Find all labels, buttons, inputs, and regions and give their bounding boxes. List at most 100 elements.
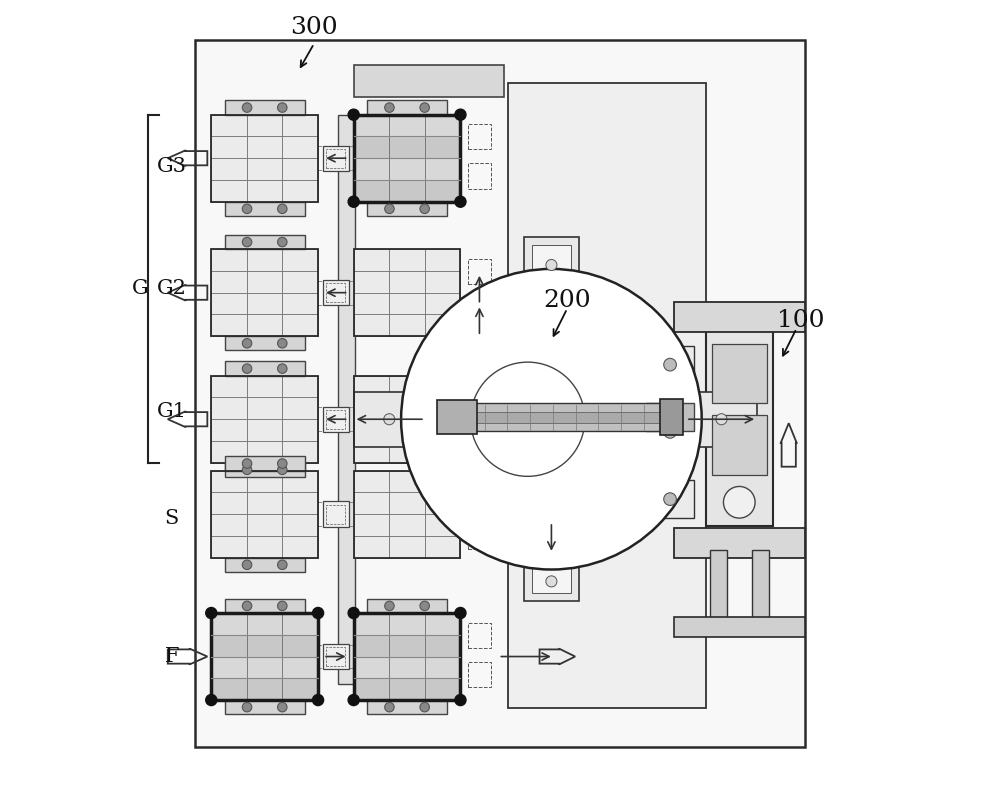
Circle shape (384, 414, 395, 425)
Bar (389, 678, 425, 700)
Bar (247, 137, 282, 158)
Circle shape (455, 607, 466, 619)
Circle shape (385, 601, 394, 611)
Bar (282, 137, 318, 158)
Bar (247, 471, 282, 492)
Bar (354, 634, 389, 657)
Circle shape (348, 109, 359, 120)
Bar (282, 315, 318, 336)
Bar (437, 400, 477, 434)
Circle shape (313, 607, 324, 619)
Bar (425, 514, 460, 536)
Bar (674, 302, 805, 332)
Bar (247, 180, 282, 202)
Bar (354, 293, 389, 315)
Bar (211, 115, 247, 137)
Bar (468, 424, 491, 449)
Bar (247, 315, 282, 336)
Bar (323, 146, 349, 171)
Bar (425, 293, 460, 315)
Circle shape (278, 459, 287, 468)
Bar (660, 399, 683, 435)
Bar (354, 249, 389, 271)
Bar (282, 398, 318, 419)
Circle shape (385, 204, 394, 214)
Bar (354, 180, 389, 202)
Text: 200: 200 (543, 289, 591, 312)
Bar (282, 492, 318, 514)
Bar (367, 100, 447, 115)
Bar (211, 419, 247, 441)
Circle shape (348, 694, 359, 706)
Bar (282, 514, 318, 536)
Bar (389, 137, 425, 158)
Bar (225, 202, 305, 216)
Bar (532, 562, 571, 593)
Circle shape (420, 702, 429, 712)
Bar (389, 634, 425, 657)
Bar (468, 484, 491, 510)
Bar (326, 410, 345, 429)
Bar (247, 376, 282, 398)
Circle shape (278, 204, 287, 214)
Bar (282, 158, 318, 180)
Circle shape (278, 103, 287, 112)
Bar (211, 376, 247, 398)
Circle shape (278, 237, 287, 247)
Bar (389, 419, 425, 441)
Bar (326, 283, 345, 302)
Circle shape (455, 196, 466, 207)
Bar (389, 158, 425, 180)
Bar (326, 505, 345, 524)
Bar (211, 249, 318, 336)
Bar (646, 413, 694, 451)
Circle shape (242, 364, 252, 373)
Circle shape (420, 601, 429, 611)
Bar (211, 376, 318, 463)
Bar (354, 115, 460, 202)
Bar (326, 149, 345, 168)
Bar (282, 678, 318, 700)
Bar (247, 398, 282, 419)
Circle shape (278, 601, 287, 611)
Bar (354, 492, 389, 514)
Bar (282, 634, 318, 657)
Text: S: S (165, 509, 179, 528)
Text: G3: G3 (157, 157, 187, 176)
Bar (354, 613, 389, 634)
Circle shape (242, 459, 252, 468)
Circle shape (664, 358, 676, 371)
Bar (425, 657, 460, 678)
Circle shape (242, 465, 252, 475)
Bar (425, 471, 460, 492)
Bar (211, 536, 247, 558)
Bar (282, 613, 318, 634)
Bar (712, 344, 767, 403)
Bar (354, 392, 425, 447)
Bar (195, 40, 805, 747)
Circle shape (278, 339, 287, 348)
Bar (646, 403, 694, 431)
Bar (211, 613, 247, 634)
Bar (469, 403, 660, 431)
Bar (425, 271, 460, 293)
Circle shape (716, 414, 727, 425)
Bar (354, 137, 389, 158)
Bar (211, 180, 247, 202)
Bar (323, 501, 349, 527)
Circle shape (420, 204, 429, 214)
Bar (710, 550, 727, 621)
Bar (247, 419, 282, 441)
Bar (389, 492, 425, 514)
Bar (425, 398, 460, 419)
Circle shape (401, 269, 702, 570)
Bar (354, 249, 460, 336)
Bar (225, 558, 305, 572)
Bar (646, 346, 694, 384)
Bar (247, 293, 282, 315)
Bar (354, 398, 389, 419)
Bar (323, 407, 349, 432)
Bar (354, 441, 389, 463)
Bar (389, 315, 425, 336)
Bar (354, 536, 389, 558)
